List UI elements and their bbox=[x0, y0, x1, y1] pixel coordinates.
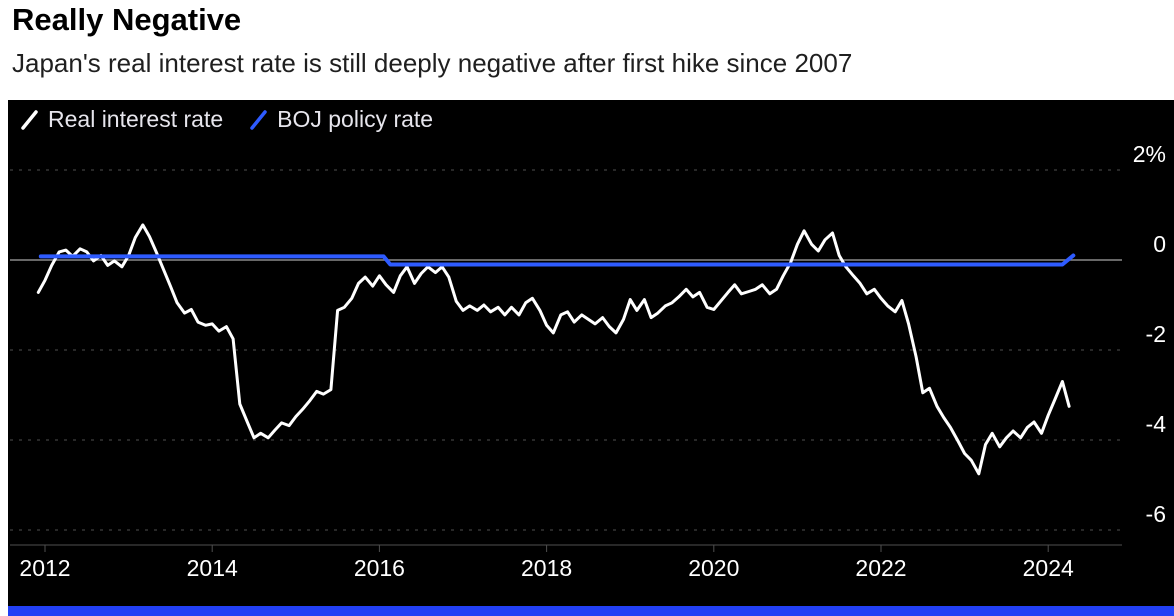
svg-text:2024: 2024 bbox=[1023, 555, 1074, 581]
svg-text:2012: 2012 bbox=[19, 555, 70, 581]
svg-text:-2: -2 bbox=[1146, 321, 1166, 347]
y-axis-labels: 2% 0 -2 -4 -6 bbox=[1133, 141, 1166, 527]
chart-legend: Real interest rate BOJ policy rate bbox=[20, 106, 433, 133]
chart-title: Really Negative bbox=[12, 2, 242, 37]
svg-text:0: 0 bbox=[1153, 231, 1166, 257]
svg-text:2018: 2018 bbox=[521, 555, 572, 581]
chart-header: Really Negative Japan's real interest ra… bbox=[12, 0, 1166, 79]
legend-item-real-interest-rate: Real interest rate bbox=[20, 106, 223, 133]
chart-panel: Real interest rate BOJ policy rate 2% 0 -2… bbox=[8, 100, 1174, 616]
legend-label-real-interest-rate: Real interest rate bbox=[48, 106, 224, 132]
svg-text:2016: 2016 bbox=[354, 555, 405, 581]
svg-text:2020: 2020 bbox=[688, 555, 739, 581]
legend-label-boj-policy-rate: BOJ policy rate bbox=[277, 106, 434, 132]
chart-plot-area: 2% 0 -2 -4 -6 2012 2014 2016 2018 2020 2022 2024 bbox=[10, 141, 1166, 581]
svg-text:-6: -6 bbox=[1146, 501, 1166, 527]
boj-policy-rate-slash-icon bbox=[250, 109, 267, 130]
series-real-interest-rate bbox=[36, 223, 1071, 476]
legend-item-boj-policy-rate: BOJ policy rate bbox=[249, 106, 433, 133]
real-interest-rate-slash-icon bbox=[21, 109, 38, 130]
svg-text:2014: 2014 bbox=[187, 555, 238, 581]
svg-text:2%: 2% bbox=[1133, 141, 1166, 167]
bottom-accent-bar bbox=[8, 606, 1174, 616]
gridlines bbox=[10, 169, 1122, 531]
x-axis: 2012 2014 2016 2018 2020 2022 2024 bbox=[10, 544, 1122, 581]
svg-text:-4: -4 bbox=[1146, 411, 1167, 437]
svg-text:2022: 2022 bbox=[855, 555, 906, 581]
series-boj-policy-rate bbox=[38, 253, 1076, 267]
chart-subtitle: Japan's real interest rate is still deep… bbox=[12, 48, 853, 78]
